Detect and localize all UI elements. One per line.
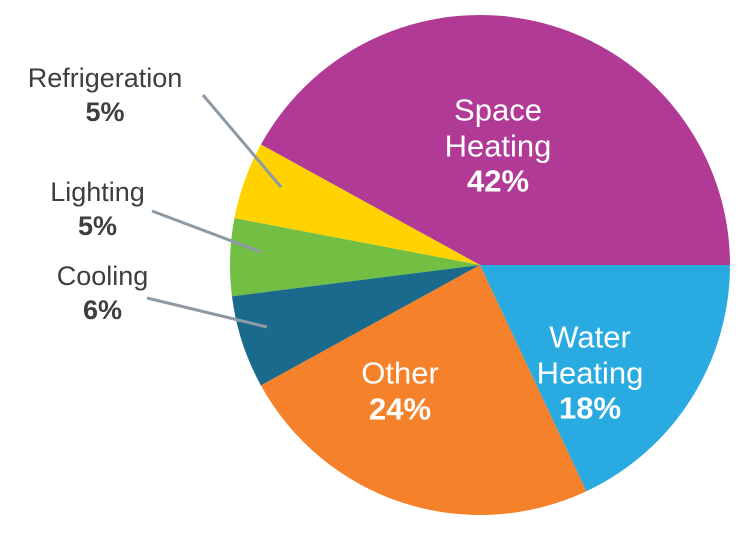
pie-slices <box>229 14 730 516</box>
slice-label-name: Water Heating <box>536 319 644 391</box>
slice-label-name: Space Heating <box>444 92 552 164</box>
pie-slice-water-heating <box>480 265 730 492</box>
slice-label-cooling: Cooling 6% <box>35 260 170 328</box>
slice-label-water-heating: Water Heating 18% <box>508 320 673 427</box>
slice-label-other: Other 24% <box>318 355 483 426</box>
slice-label-pct: 5% <box>77 210 118 241</box>
slice-label-name: Other <box>361 355 439 391</box>
pie-slice-space-heating <box>260 14 730 265</box>
slice-label-refrigeration: Refrigeration 5% <box>10 62 200 130</box>
leader-line-cooling <box>146 296 268 329</box>
slice-label-pct: 24% <box>368 391 432 426</box>
slice-label-pct: 42% <box>466 163 530 199</box>
slice-label-name: Cooling <box>56 261 149 291</box>
slice-label-name: Refrigeration <box>27 63 183 93</box>
leader-line-lighting <box>151 209 262 254</box>
slice-label-space-heating: Space Heating 42% <box>416 93 581 200</box>
slice-label-pct: 5% <box>85 96 125 127</box>
pie-slice-cooling <box>231 265 480 386</box>
slice-label-name: Lighting <box>50 177 145 207</box>
leader-line-refrigeration <box>201 94 283 188</box>
pie-slice-refrigeration <box>234 144 480 265</box>
slice-label-pct: 18% <box>558 390 622 426</box>
slice-label-lighting: Lighting 5% <box>30 176 165 244</box>
pie-slice-other <box>260 265 587 516</box>
pie-slice-lighting <box>229 218 480 297</box>
slice-label-pct: 6% <box>82 294 123 325</box>
